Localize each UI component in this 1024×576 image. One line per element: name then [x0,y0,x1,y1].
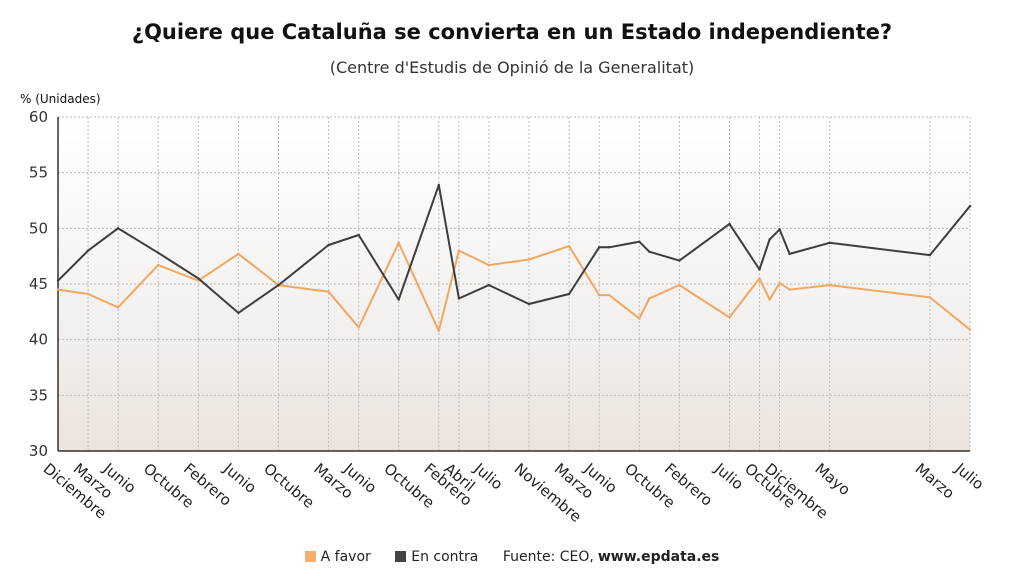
chart-title: ¿Quiere que Cataluña se convierta en un … [131,20,893,44]
y-tick-label: 35 [29,386,48,404]
data-point-contra [197,277,200,280]
data-point-favor [527,258,531,261]
data-point-favor [567,244,571,248]
data-point-favor [437,329,440,332]
data-point-contra [527,302,531,306]
data-point-favor [457,249,461,252]
data-point-contra [828,241,831,244]
data-point-contra [728,222,731,226]
grid [58,116,971,451]
data-point-contra [567,292,571,296]
data-point-favor [86,292,90,296]
data-point-contra [788,252,791,256]
y-tick-label: 50 [29,219,48,237]
data-point-contra [648,250,651,253]
data-point-favor [357,326,360,329]
data-point-contra [56,279,60,282]
x-tick-group: Julio [470,459,506,494]
source-label: Fuente: CEO, [502,549,594,565]
data-point-contra [277,283,280,287]
data-point-favor [638,317,641,320]
data-point-contra [86,249,90,252]
data-point-favor [728,316,731,319]
data-point-contra [357,233,360,237]
x-tick-label: Octubre [260,459,318,511]
source-note: Fuente: CEO, www.epdata.es [503,549,720,565]
data-point-favor [598,293,601,297]
axes: 30 35 40 45 50 55 60 [29,108,970,460]
data-point-favor [116,306,120,309]
legend-label-favor: A favor [320,549,371,565]
x-tick-group: Octubre [260,459,318,511]
legend-item-favor: A favor [304,549,371,565]
y-tick-label: 55 [29,164,48,182]
x-tick-group: Mayo [811,459,853,499]
data-point-favor [768,298,771,301]
data-point-favor [678,283,681,287]
x-tick-label: Julio [470,459,506,494]
y-tick-label: 40 [29,331,48,349]
data-point-favor [608,293,611,297]
data-point-contra [116,227,120,230]
data-point-favor [778,281,781,285]
x-tick-group: Julio [710,459,746,494]
data-point-favor [928,296,932,299]
legend: A favor En contra Fuente: CEO, www.epdata… [0,549,1024,565]
data-point-contra [437,183,440,187]
chart-subtitle: (Centre d'Estudis de Opinió de la Genera… [329,58,695,77]
data-point-contra [678,259,681,262]
data-point-contra [608,246,611,249]
data-point-favor [968,328,972,331]
data-point-contra [968,204,972,208]
data-point-favor [788,288,791,291]
data-point-contra [237,311,240,315]
y-tick-label: 60 [29,108,48,126]
x-tick-label: Mayo [811,459,853,499]
series-line-favor [57,241,971,332]
data-point-favor [758,277,761,280]
data-point-favor [237,252,240,256]
data-point-contra [768,238,771,241]
data-point-contra [638,240,641,243]
source-site: www.epdata.es [597,549,720,565]
data-point-favor [397,241,400,244]
data-point-contra [157,251,160,254]
legend-swatch-favor [304,551,316,562]
y-tick-label: 45 [29,275,48,293]
legend-swatch-contra [395,551,407,562]
x-tick-label: Marzo [912,459,958,502]
data-point-favor [327,290,330,293]
data-point-favor [487,263,491,267]
series [56,183,972,332]
data-point-favor [648,297,651,300]
data-point-favor [157,263,160,267]
legend-item-contra: En contra [395,549,478,565]
data-point-contra [487,283,491,287]
legend-label-contra: En contra [411,549,479,565]
data-point-favor [56,288,60,291]
x-tick-group: Marzo [912,459,958,502]
data-point-favor [828,283,831,287]
data-point-contra [457,297,461,300]
data-point-contra [397,298,400,301]
y-tick-label: 30 [29,442,48,460]
data-point-contra [758,268,761,271]
y-axis-label: % (Unidades) [20,92,101,106]
x-tick-label: Julio [710,459,746,494]
series-line-contra [57,183,971,314]
data-point-contra [778,228,781,231]
data-point-contra [928,253,932,257]
data-point-contra [327,243,330,247]
data-point-contra [598,246,601,249]
